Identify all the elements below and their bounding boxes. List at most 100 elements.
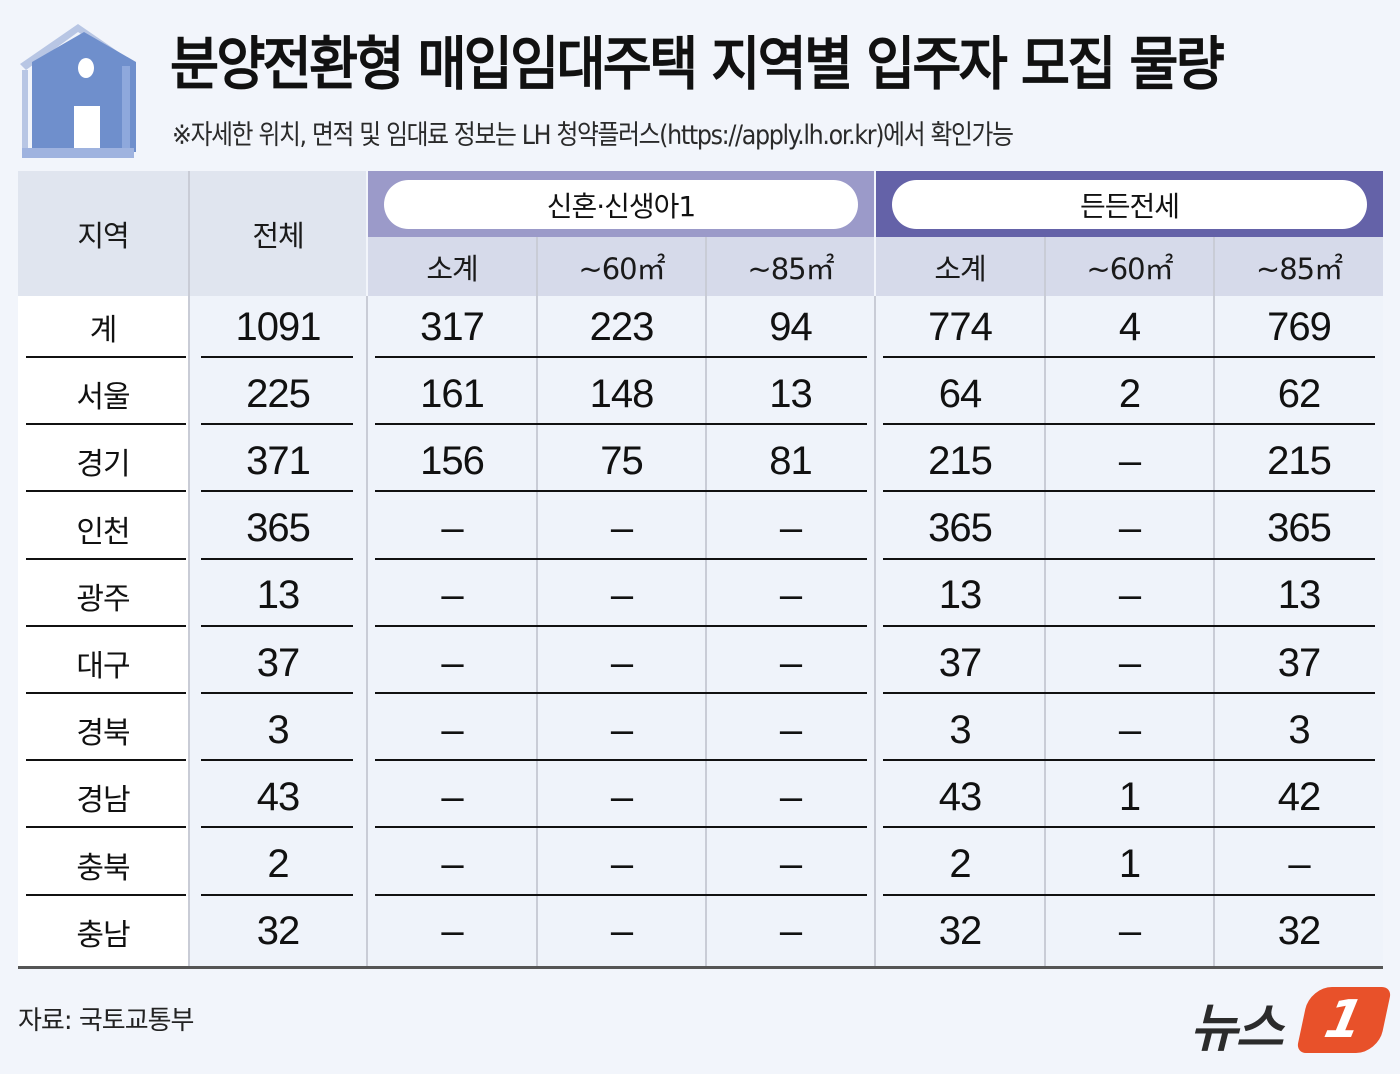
value-cell: –: [441, 640, 463, 685]
value-cell: 13: [256, 573, 301, 618]
table-row: 대구 37 – – – 37 – 37: [18, 632, 1383, 699]
value-cell: –: [779, 640, 802, 685]
value-cell: –: [441, 707, 463, 752]
value-cell: –: [441, 909, 463, 954]
row-divider: [375, 893, 867, 896]
row-divider: [375, 692, 867, 694]
row-divider: [201, 826, 353, 829]
table-row: 인천 365 – – – 365 – 365: [18, 498, 1383, 565]
value-cell: 215: [1267, 438, 1332, 483]
region-cell: 인천: [76, 514, 130, 550]
value-cell: 32: [256, 909, 301, 954]
row-divider: [375, 759, 867, 762]
value-cell: 161: [420, 371, 485, 416]
row-divider: [201, 624, 353, 627]
value-cell: –: [441, 573, 463, 618]
row-divider: [26, 490, 186, 493]
row-divider: [26, 759, 186, 762]
row-divider: [201, 490, 353, 493]
value-cell: 1: [1118, 774, 1141, 819]
value-cell: 365: [246, 506, 311, 551]
value-cell: –: [779, 842, 802, 887]
value-cell: –: [779, 774, 802, 819]
header-region: 지역: [18, 171, 188, 296]
region-cell: 서울: [76, 380, 130, 416]
source-note: 자료: 국토교통부: [18, 1006, 194, 1036]
region-cell: 경기: [76, 447, 130, 483]
subheader-a-60: ~60㎡: [538, 237, 705, 296]
value-cell: 223: [589, 304, 655, 349]
value-cell: 32: [1277, 909, 1322, 954]
row-divider: [883, 759, 1375, 762]
value-cell: 13: [938, 573, 983, 618]
value-cell: –: [610, 842, 633, 887]
value-cell: –: [779, 909, 802, 954]
region-cell: 광주: [76, 581, 130, 617]
row-divider: [26, 624, 186, 627]
value-cell: 1091: [235, 304, 322, 349]
value-cell: 32: [938, 909, 983, 954]
row-divider: [375, 423, 867, 426]
value-cell: –: [441, 774, 463, 819]
value-cell: 365: [1267, 506, 1332, 551]
value-cell: 4: [1118, 304, 1141, 349]
data-table: 지역 전체 신혼·신생아1 든든전세 소계 ~60㎡ ~85㎡ 소계 ~60㎡ …: [18, 171, 1383, 971]
row-divider: [883, 423, 1375, 426]
value-cell: –: [610, 506, 633, 551]
value-cell: 225: [246, 371, 311, 416]
value-cell: –: [1288, 842, 1310, 887]
region-cell: 계: [89, 313, 118, 348]
value-cell: 13: [769, 371, 813, 416]
row-divider: [201, 423, 353, 426]
table-row: 계 1091 317 223 94 774 4 769: [18, 296, 1383, 363]
value-cell: 2: [1118, 371, 1141, 416]
row-divider: [201, 356, 353, 358]
row-divider: [201, 692, 353, 694]
value-cell: 42: [1277, 774, 1322, 819]
value-cell: 365: [928, 506, 993, 551]
value-cell: –: [610, 774, 633, 819]
value-cell: 62: [1277, 371, 1322, 416]
table-row: 경기 371 156 75 81 215 – 215: [18, 430, 1383, 497]
table-row: 광주 13 – – – 13 – 13: [18, 565, 1383, 632]
row-divider: [883, 490, 1375, 493]
header-total: 전체: [190, 171, 366, 296]
house-icon: [20, 24, 136, 158]
row-divider: [375, 624, 867, 627]
value-cell: 156: [420, 438, 485, 483]
region-cell: 경남: [76, 783, 130, 819]
value-cell: –: [1118, 640, 1141, 685]
table-row: 충남 32 – – – 32 – 32: [18, 901, 1383, 968]
row-divider: [375, 826, 867, 829]
value-cell: –: [610, 573, 633, 618]
value-cell: –: [1118, 707, 1141, 752]
row-divider: [883, 356, 1375, 358]
value-cell: 3: [267, 707, 289, 752]
value-cell: 37: [938, 640, 983, 685]
group-header-deundeun: 든든전세: [876, 171, 1383, 237]
region-cell: 경북: [76, 716, 130, 752]
value-cell: 371: [246, 438, 311, 483]
table-row: 경남 43 – – – 43 1 42: [18, 766, 1383, 833]
value-cell: 13: [1277, 573, 1322, 618]
subheader-b-85: ~85㎡: [1215, 237, 1383, 296]
value-cell: –: [441, 506, 463, 551]
value-cell: 75: [600, 438, 644, 483]
row-divider: [201, 557, 353, 560]
row-divider: [201, 759, 353, 762]
row-divider: [375, 356, 867, 358]
value-cell: 774: [928, 304, 993, 349]
value-cell: 37: [1277, 640, 1322, 685]
value-cell: 81: [769, 438, 813, 483]
value-cell: 148: [589, 371, 655, 416]
value-cell: –: [1118, 573, 1141, 618]
page-subtitle: ※자세한 위치, 면적 및 임대료 정보는 LH 청약플러스(https://a…: [172, 120, 1014, 151]
value-cell: 2: [949, 842, 971, 887]
subheader-b-subtotal: 소계: [876, 237, 1044, 296]
row-divider: [26, 826, 186, 829]
row-divider: [883, 826, 1375, 829]
region-cell: 충북: [76, 850, 130, 886]
value-cell: –: [779, 506, 802, 551]
subheader-a-85: ~85㎡: [707, 237, 874, 296]
table-body: [18, 296, 1383, 968]
